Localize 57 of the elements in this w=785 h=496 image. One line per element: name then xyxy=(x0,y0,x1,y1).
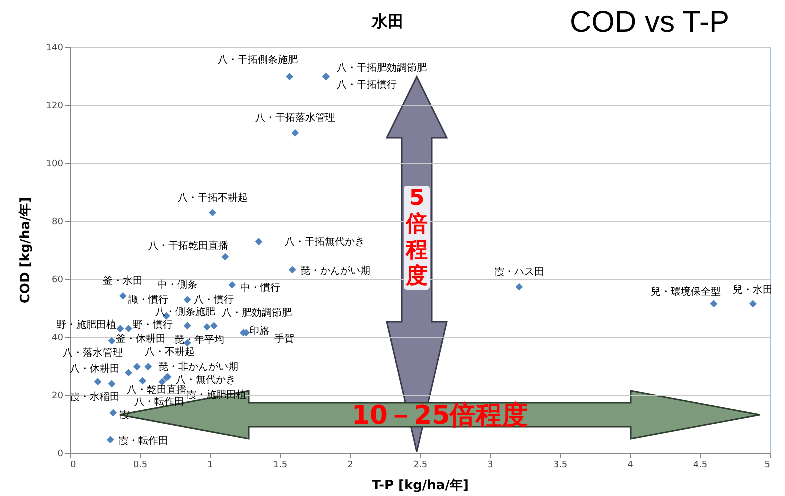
annotation: 諏・慣行 xyxy=(128,294,169,306)
annotation: 八・乾田直播 xyxy=(126,384,187,396)
y-tick-label: 80 xyxy=(52,218,64,228)
annotation: 霞・ハス田 xyxy=(494,266,544,278)
annotation: 釜・休耕田 xyxy=(116,333,166,346)
y-tick-label: 140 xyxy=(46,44,64,54)
annotation: 八・干拓無代かき xyxy=(285,236,365,248)
annotation: 八・肥効調節肥 xyxy=(222,306,292,319)
annotation: 八・干拓慣行 xyxy=(337,78,398,91)
annotation: 八・無代かき xyxy=(176,374,236,386)
chart-title: COD vs T-P xyxy=(570,6,730,40)
chart-subtitle: 水田 xyxy=(372,12,404,31)
y-axis-title: COD [kg/ha/年] xyxy=(18,197,34,304)
annotation: 印旛 xyxy=(250,324,270,337)
annotation: 中・側条 xyxy=(158,278,198,291)
annotation: 兒・水田 xyxy=(733,284,774,296)
annotation: 八・干拓側条施肥 xyxy=(218,54,298,66)
y-tick-label: 40 xyxy=(52,334,64,344)
annotation: 八・不耕起 xyxy=(145,346,196,358)
annotation: 八・干拓肥効調節肥 xyxy=(337,62,428,74)
annotation: 霞・転作田 xyxy=(118,434,169,447)
annotation: 野・慣行 xyxy=(132,318,173,331)
annotation: 八・干拓落水管理 xyxy=(255,112,336,124)
x-tick-label: 4 xyxy=(628,460,634,470)
x-tick-label: 3 xyxy=(488,460,494,470)
annotation: 琵・かんがい期 xyxy=(300,265,371,278)
annotation: 琵・年平均 xyxy=(174,334,225,346)
y-tick-label: 20 xyxy=(52,392,64,402)
annotation: 八・慣行 xyxy=(194,294,234,306)
annotation: 琵・非かんがい期 xyxy=(158,360,238,373)
x-tick-label: 0 xyxy=(70,460,76,470)
x-axis-title: T-P [kg/ha/年] xyxy=(372,478,469,494)
annotation: 兒・環境保全型 xyxy=(651,286,721,298)
annotation: 八・側条施肥 xyxy=(156,306,216,318)
annotation: 10－25倍程度 xyxy=(350,400,530,433)
annotation: 5倍程度 xyxy=(404,186,430,290)
x-tick-label: 2.5 xyxy=(413,460,428,470)
y-tick-label: 120 xyxy=(46,102,64,112)
annotation: 釜・水田 xyxy=(103,275,144,288)
x-tick-label: 0.5 xyxy=(133,460,148,470)
annotation: 野・施肥田植 xyxy=(56,318,116,331)
annotation: 八・休耕田 xyxy=(70,362,120,375)
annotation: 八・落水管理 xyxy=(62,346,123,359)
x-tick-label: 1.5 xyxy=(273,460,288,470)
x-tick-label: 1 xyxy=(208,460,214,470)
y-tick-label: 0 xyxy=(58,450,64,460)
x-tick-label: 5 xyxy=(764,460,770,470)
y-tick-label: 60 xyxy=(52,276,64,286)
annotation: 八・干拓不耕起 xyxy=(178,192,248,204)
annotation: 中・慣行 xyxy=(240,282,280,294)
x-tick-label: 2 xyxy=(348,460,354,470)
annotation: 八・干拓乾田直播 xyxy=(148,240,228,252)
annotation: 手賀 xyxy=(274,332,294,345)
y-tick-label: 100 xyxy=(46,160,64,170)
annotation: 霞・水稲田 xyxy=(70,390,120,403)
x-tick-label: 3.5 xyxy=(553,460,568,470)
x-tick-label: 4.5 xyxy=(693,460,708,470)
